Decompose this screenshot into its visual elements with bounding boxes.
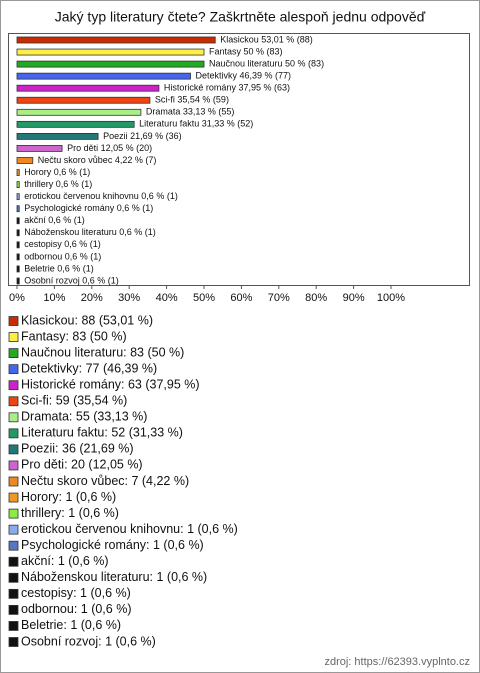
bar	[16, 157, 34, 164]
bar-label: Osobní rozvoj 0,6 % (1)	[24, 275, 119, 285]
legend-swatch	[8, 444, 19, 455]
bar	[16, 84, 160, 92]
legend-swatch	[8, 364, 19, 375]
legend-label: Klasickou: 88 (53,01 %)	[21, 313, 153, 327]
legend-swatch	[8, 556, 19, 567]
bar-label: erotickou červenou knihovnu 0,6 % (1)	[24, 191, 178, 201]
bar	[16, 48, 205, 56]
bar-label: Psychologické romány 0,6 % (1)	[24, 203, 153, 213]
legend-label: Dramata: 55 (33,13 %)	[21, 410, 147, 424]
bar-label: Detektivky 46,39 % (77)	[195, 71, 291, 81]
legend-label: Osobní rozvoj: 1 (0,6 %)	[21, 634, 156, 648]
bar	[16, 241, 20, 249]
x-tick-label: 80%	[305, 292, 327, 304]
chart-title: Jaký typ literatury čtete? Zaškrtněte al…	[55, 9, 426, 25]
legend-swatch	[8, 348, 19, 359]
bar	[16, 217, 20, 225]
bar-label: Historické romány 37,95 % (63)	[164, 83, 290, 93]
bar	[16, 181, 20, 189]
bar-label: Literaturu faktu 31,33 % (52)	[139, 119, 253, 129]
bar-label: Náboženskou literaturu 0,6 % (1)	[24, 227, 156, 237]
x-tick-label: 20%	[81, 292, 103, 304]
bar-label: akční 0,6 % (1)	[24, 215, 85, 225]
legend-label: cestopisy: 1 (0,6 %)	[21, 586, 131, 600]
legend-swatch	[8, 460, 19, 471]
legend-swatch	[8, 572, 19, 583]
legend-swatch	[8, 476, 19, 487]
legend-swatch	[8, 396, 19, 407]
bar	[16, 169, 20, 176]
bar-label: Nečtu skoro vůbec 4,22 % (7)	[38, 155, 157, 165]
bar	[16, 145, 63, 152]
x-tick-label: 70%	[268, 292, 290, 304]
bar-label: Sci-fi 35,54 % (59)	[155, 95, 229, 105]
legend-label: Pro děti: 20 (12,05 %)	[21, 458, 143, 472]
bar	[16, 120, 135, 128]
x-tick-label: 30%	[118, 292, 140, 304]
bar	[16, 60, 205, 68]
legend-label: Historické romány: 63 (37,95 %)	[21, 377, 200, 391]
legend-swatch	[8, 637, 19, 647]
bar-label: Pro děti 12,05 % (20)	[67, 143, 152, 153]
legend-swatch	[8, 412, 19, 423]
legend-label: Poezii: 36 (21,69 %)	[21, 442, 134, 456]
bar-label: Dramata 33,13 % (55)	[146, 107, 235, 117]
legend-swatch	[8, 316, 19, 326]
x-tick-label: 10%	[43, 292, 65, 304]
legend-swatch	[8, 524, 19, 535]
bar	[16, 205, 20, 213]
legend-label: thrillery: 1 (0,6 %)	[21, 506, 119, 520]
bar	[16, 229, 20, 237]
legend-swatch	[8, 621, 19, 631]
source: zdroj: https://62393.vyplnto.cz	[324, 656, 470, 668]
legend-label: Beletrie: 1 (0,6 %)	[21, 618, 121, 632]
bar-label: cestopisy 0,6 % (1)	[24, 239, 101, 249]
bar-label: Klasickou 53,01 % (88)	[220, 34, 313, 44]
legend-swatch	[8, 508, 19, 519]
legend-label: akční: 1 (0,6 %)	[21, 554, 109, 568]
legend-swatch	[8, 492, 19, 503]
legend-label: Horory: 1 (0,6 %)	[21, 490, 116, 504]
bar	[16, 96, 151, 104]
bar	[16, 108, 142, 116]
legend-label: erotickou červenou knihovnu: 1 (0,6 %)	[21, 522, 238, 536]
legend-swatch	[8, 332, 19, 342]
legend-label: Sci-fi: 59 (35,54 %)	[21, 394, 127, 408]
x-tick-label: 50%	[193, 292, 215, 304]
bar	[16, 72, 191, 80]
x-tick-label: 60%	[230, 292, 252, 304]
bar	[16, 265, 20, 273]
x-tick-label: 0%	[9, 292, 25, 304]
bar-label: thrillery 0,6 % (1)	[24, 179, 92, 189]
legend-label: Psychologické romány: 1 (0,6 %)	[21, 538, 204, 552]
bar-label: Fantasy 50 % (83)	[209, 46, 283, 56]
bar-label: Naučnou literaturu 50 % (83)	[209, 58, 324, 68]
bar	[16, 277, 20, 285]
legend-swatch	[8, 588, 19, 599]
legend-swatch	[8, 428, 19, 439]
legend-label: Naučnou literaturu: 83 (50 %)	[21, 345, 184, 359]
legend-swatch	[8, 540, 19, 551]
x-tick-label: 100%	[377, 292, 405, 304]
bar	[16, 132, 99, 140]
x-tick-label: 40%	[156, 292, 178, 304]
legend-label: Fantasy: 83 (50 %)	[21, 329, 127, 343]
bar	[16, 193, 20, 201]
legend-label: odbornou: 1 (0,6 %)	[21, 602, 132, 616]
bar-label: Poezii 21,69 % (36)	[103, 131, 182, 141]
bar	[16, 36, 216, 44]
legend-label: Detektivky: 77 (46,39 %)	[21, 361, 157, 375]
legend-label: Literaturu faktu: 52 (31,33 %)	[21, 426, 183, 440]
bar-label: odbornou 0,6 % (1)	[24, 251, 101, 261]
bar-label: Horory 0,6 % (1)	[24, 167, 90, 177]
bar	[16, 253, 20, 261]
legend-swatch	[8, 605, 19, 615]
x-tick-label: 90%	[343, 292, 365, 304]
bar-label: Beletrie 0,6 % (1)	[24, 263, 94, 273]
legend-label: Nečtu skoro vůbec: 7 (4,22 %)	[21, 474, 189, 488]
legend-swatch	[8, 380, 19, 391]
legend-label: Náboženskou literaturu: 1 (0,6 %)	[21, 570, 207, 584]
